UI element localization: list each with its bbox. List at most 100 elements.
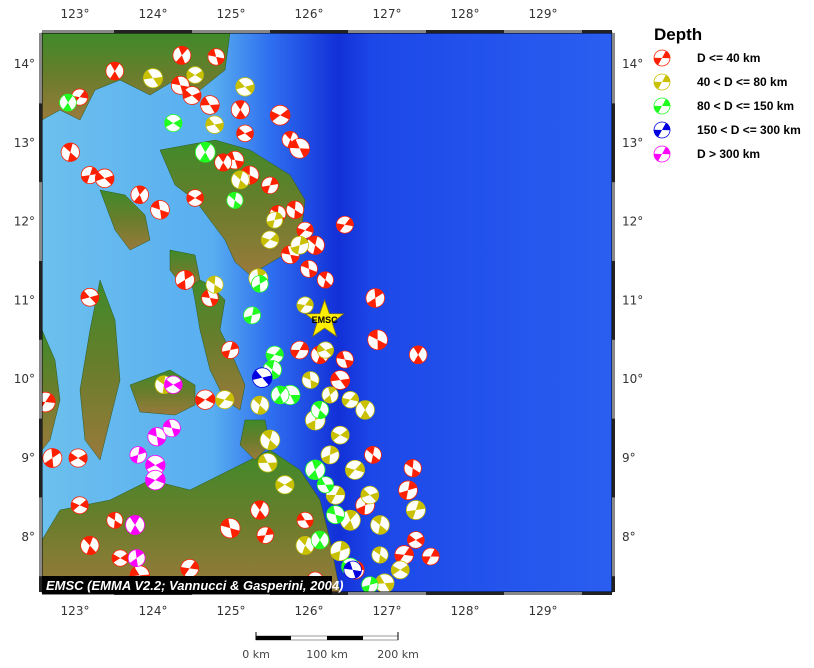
beachball-event <box>243 306 261 325</box>
beachball-event <box>330 425 350 445</box>
beachball-icon <box>653 73 671 91</box>
beachball-event <box>330 370 351 390</box>
beachball-event <box>261 176 279 195</box>
beachball-event <box>275 475 295 495</box>
beachball-event <box>143 68 163 89</box>
beachball-event <box>145 454 166 476</box>
beachball-event <box>214 153 233 172</box>
beachball-event <box>316 271 334 289</box>
legend-item: 40 < D <= 80 km <box>653 73 787 91</box>
beachball-event <box>403 459 422 478</box>
legend-item-label: 80 < D <= 150 km <box>697 99 794 113</box>
beachball-event <box>250 395 270 415</box>
beachball-event <box>296 511 314 529</box>
latitude-tick-label: 12° <box>622 215 643 229</box>
beachball-event <box>195 389 216 410</box>
legend-item: D > 300 km <box>653 145 760 163</box>
beachball-event <box>164 375 183 394</box>
beachball-event <box>205 275 224 294</box>
latitude-tick-label: 14° <box>14 57 35 71</box>
longitude-tick-label: 125° <box>217 604 246 618</box>
latitude-tick-label: 10° <box>622 372 643 386</box>
beachball-event <box>150 200 170 220</box>
beachball-event <box>300 260 318 278</box>
beachball-event <box>207 48 225 66</box>
beachball-event <box>390 560 410 580</box>
beachball-event <box>364 446 382 464</box>
beachball-event <box>295 536 315 555</box>
beachball-event <box>394 545 414 565</box>
beachball-event <box>164 114 183 133</box>
beachball-event <box>130 185 149 205</box>
map-area[interactable]: EMSC <box>32 33 612 596</box>
beachball-event <box>316 341 334 359</box>
beachball-event <box>398 480 418 501</box>
beachball-event <box>296 221 314 239</box>
longitude-tick-label: 124° <box>139 7 168 21</box>
beachball-event <box>310 400 330 420</box>
credit-text: EMSC (EMMA V2.2; Vannucci & Gasperini, 2… <box>46 578 343 593</box>
beachball-event <box>361 576 379 592</box>
beachball-event <box>106 511 124 529</box>
beachball-event <box>269 104 291 126</box>
beachball-event <box>231 170 250 190</box>
latitude-tick-label: 13° <box>14 136 35 150</box>
longitude-tick-label: 123° <box>61 7 90 21</box>
longitude-tick-label: 127° <box>373 604 402 618</box>
longitude-tick-label: 129° <box>529 604 558 618</box>
emsc-marker[interactable]: EMSC <box>304 298 345 338</box>
latitude-tick-label: 9° <box>21 451 35 465</box>
beachball-event <box>339 509 361 531</box>
legend-item-label: D > 300 km <box>697 147 760 161</box>
beachball-event <box>127 549 146 567</box>
beachball-event <box>367 329 388 351</box>
beachball-event <box>405 500 426 520</box>
beachball-event <box>250 500 270 520</box>
longitude-tick-label: 128° <box>451 604 480 618</box>
beachball-event <box>260 230 280 249</box>
scale-label-0: 0 km <box>242 648 270 661</box>
beachball-event <box>343 560 362 580</box>
beachball-event <box>105 61 125 81</box>
beachball-event <box>305 235 325 255</box>
beachball-event <box>60 142 80 162</box>
beachball-event <box>270 385 290 405</box>
latitude-tick-label: 9° <box>622 451 636 465</box>
beachball-event <box>321 386 339 404</box>
beachball-event <box>145 469 166 491</box>
beachball-event <box>230 100 250 120</box>
beachball-event <box>290 340 309 360</box>
beachball-event <box>70 496 89 515</box>
longitude-tick-label: 123° <box>61 604 90 618</box>
longitude-tick-label: 127° <box>373 7 402 21</box>
legend-item: 150 < D <= 300 km <box>653 121 801 139</box>
beachball-event <box>162 418 181 438</box>
latitude-tick-label: 11° <box>14 293 35 307</box>
beachball-event <box>355 400 375 420</box>
beachball-event <box>235 77 255 97</box>
beachball-event <box>125 515 145 535</box>
beachball-event <box>408 345 428 365</box>
beachball-icon <box>653 121 671 139</box>
beachball-icon <box>653 145 671 163</box>
latitude-tick-label: 10° <box>14 372 35 386</box>
beachball-event <box>68 448 88 468</box>
beachball-event <box>336 215 354 234</box>
beachball-event <box>220 517 241 539</box>
beachball-event <box>259 429 281 451</box>
beachball-event <box>205 115 224 134</box>
longitude-tick-label: 128° <box>451 7 480 21</box>
axis-ticks: 123° 123° 124° 124° 125° 125° 126° 126° 127° 127°… <box>14 7 644 618</box>
beachball-event <box>301 371 320 389</box>
beachball-event <box>94 168 115 188</box>
beachball-event <box>80 287 100 307</box>
beachball-event <box>320 445 340 465</box>
beachball-event <box>360 485 380 505</box>
beachball-event <box>175 269 195 290</box>
latitude-tick-label: 13° <box>622 136 643 150</box>
beachball-event <box>371 546 389 564</box>
star-icon <box>304 298 345 338</box>
beachball-event <box>182 86 202 105</box>
beachball-event <box>310 530 330 550</box>
longitude-tick-label: 129° <box>529 7 558 21</box>
